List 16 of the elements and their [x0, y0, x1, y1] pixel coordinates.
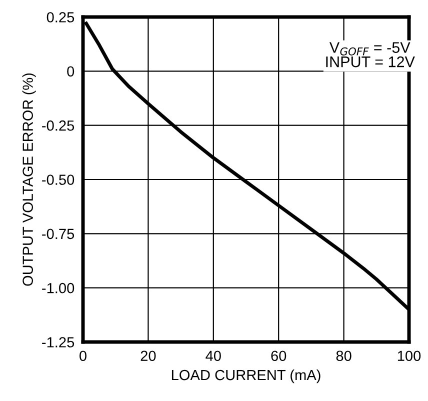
y-tick-label: 0.25 [46, 12, 74, 22]
x-tick-label: 100 [398, 350, 421, 362]
x-tick-label: 80 [336, 350, 352, 362]
y-axis-title: OUTPUT VOLTAGE ERROR (%) [22, 73, 36, 286]
x-axis-title: LOAD CURRENT (mA) [172, 369, 320, 384]
annotation: V$_{GOFF}$ = -5V INPUT = 12V [326, 42, 415, 68]
x-tick-label: 20 [140, 350, 156, 362]
y-tick-label: -1.00 [42, 282, 74, 294]
x-tick-label: 0 [80, 350, 86, 362]
y-tick-label: 0 [67, 66, 74, 77]
y-tick-label: -0.50 [42, 174, 74, 185]
y-tick-label: -0.25 [42, 120, 74, 131]
x-tick-label: 60 [271, 350, 286, 362]
y-tick-label: -0.75 [42, 228, 74, 240]
x-tick-label: 40 [206, 350, 221, 362]
y-tick-label: -1.25 [42, 337, 74, 348]
